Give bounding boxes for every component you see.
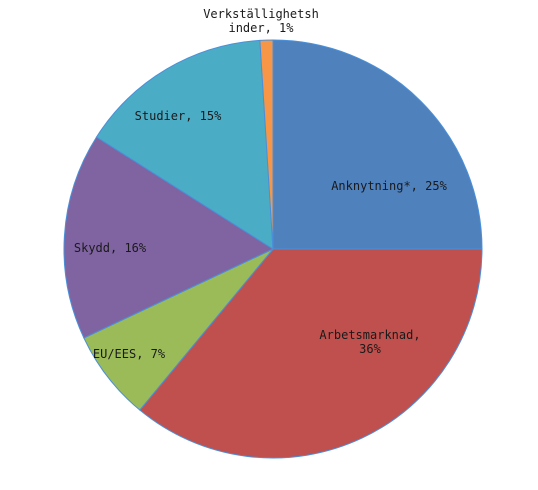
pie-label-1: Arbetsmarknad, 36% (319, 328, 420, 356)
pie-slice-5 (259, 39, 274, 250)
pie-label-line: Studier, 15% (135, 109, 222, 123)
pie-label-4: Studier, 15% (135, 109, 222, 123)
pie-labels: Anknytning*, 25% Arbetsmarknad, 36% EU/EES,… (74, 7, 448, 361)
pie-label-2: EU/EES, 7% (93, 347, 166, 361)
pie-label-line: EU/EES, 7% (93, 347, 166, 361)
pie-slice-1 (139, 248, 483, 459)
pie-slices (63, 39, 483, 459)
pie-label-line: Skydd, 16% (74, 241, 147, 255)
pie-label-line: Arbetsmarknad, (319, 328, 420, 342)
pie-label-line: Verkställighetsh (203, 7, 319, 21)
pie-label-3: Skydd, 16% (74, 241, 147, 255)
pie-slice-3 (63, 136, 275, 339)
pie-label-line: 36% (359, 342, 381, 356)
pie-label-0: Anknytning*, 25% (331, 179, 447, 193)
pie-slice-4 (95, 39, 274, 250)
pie-label-5: Verkställighetsh inder, 1% (203, 7, 319, 35)
pie-label-line: inder, 1% (228, 21, 294, 35)
pie-label-line: Anknytning*, 25% (331, 179, 447, 193)
pie-slice-0 (272, 39, 483, 250)
